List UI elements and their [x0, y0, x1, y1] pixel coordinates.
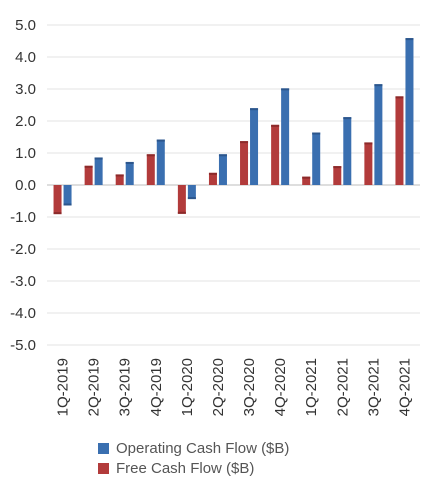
operating-cash-flow-bar-cap — [374, 84, 383, 87]
free-cash-flow-bar — [177, 185, 186, 214]
operating-cash-flow-bar-cap — [156, 139, 165, 142]
operating-cash-flow-bar — [405, 38, 414, 186]
grid-lines — [47, 24, 420, 346]
legend-item-free: Free Cash Flow ($B) — [98, 458, 289, 478]
x-tick-label: 4Q-2019 — [148, 358, 165, 416]
y-tick-label: 4.0 — [15, 49, 36, 66]
free-cash-flow-bar — [395, 96, 404, 185]
operating-cash-flow-bar-cap — [63, 203, 72, 206]
bars — [53, 38, 414, 215]
legend: Operating Cash Flow ($B) Free Cash Flow … — [98, 438, 289, 478]
operating-cash-flow-bar — [187, 185, 196, 200]
free-cash-flow-bar-cap — [177, 211, 186, 214]
operating-cash-flow-bar-cap — [218, 154, 227, 157]
x-tick-label: 4Q-2021 — [396, 358, 413, 416]
free-cash-flow-bar-cap — [302, 176, 311, 179]
free-cash-flow-bar — [333, 166, 342, 185]
operating-cash-flow-bar-cap — [312, 132, 321, 135]
y-tick-label: 3.0 — [15, 81, 36, 98]
free-cash-flow-bar — [53, 185, 62, 215]
y-tick-label: -5.0 — [10, 337, 36, 354]
y-axis-ticks: -5.0 -4.0 -3.0 -2.0 -1.0 0.0 1.0 2.0 3.0 4.0 5.0 — [10, 17, 36, 354]
free-cash-flow-bar-cap — [84, 165, 93, 168]
y-tick-label: 2.0 — [15, 113, 36, 130]
x-tick-label: 2Q-2019 — [86, 358, 103, 416]
free-cash-flow-bar-cap — [271, 124, 280, 127]
operating-cash-flow-bar — [343, 117, 352, 185]
y-tick-label: 5.0 — [15, 17, 36, 34]
legend-item-operating: Operating Cash Flow ($B) — [98, 438, 289, 458]
free-cash-flow-bar-cap — [53, 212, 62, 215]
free-cash-flow-bar-cap — [146, 154, 155, 157]
free-cash-flow-bar — [240, 141, 249, 185]
operating-cash-flow-bar — [63, 185, 72, 206]
operating-cash-flow-bar — [94, 157, 103, 185]
operating-cash-flow-bar — [312, 132, 321, 185]
operating-cash-flow-bar — [156, 139, 165, 185]
legend-swatch-free — [98, 462, 109, 474]
x-tick-label: 1Q-2019 — [55, 358, 72, 416]
x-tick-label: 3Q-2019 — [117, 358, 134, 416]
free-cash-flow-bar — [208, 172, 217, 185]
free-cash-flow-bar-cap — [395, 96, 404, 99]
operating-cash-flow-bar-cap — [281, 88, 290, 91]
free-cash-flow-bar — [364, 142, 373, 185]
operating-cash-flow-bar-cap — [125, 161, 134, 164]
y-tick-label: 1.0 — [15, 145, 36, 162]
free-cash-flow-bar — [115, 174, 124, 185]
free-cash-flow-bar-cap — [364, 142, 373, 145]
x-tick-label: 1Q-2020 — [179, 358, 196, 416]
x-axis-ticks: 1Q-2019 2Q-2019 3Q-2019 4Q-2019 1Q-2020 2Q-20… — [55, 358, 414, 416]
legend-label-free: Free Cash Flow ($B) — [116, 459, 255, 477]
y-tick-label: -1.0 — [10, 209, 36, 226]
operating-cash-flow-bar-cap — [250, 108, 259, 111]
y-tick-label: -3.0 — [10, 273, 36, 290]
free-cash-flow-bar-cap — [240, 141, 249, 144]
x-tick-label: 2Q-2020 — [210, 358, 227, 416]
free-cash-flow-bar — [84, 165, 93, 185]
x-tick-label: 1Q-2021 — [303, 358, 320, 416]
operating-cash-flow-bar — [125, 161, 134, 185]
y-tick-label: 0.0 — [15, 177, 36, 194]
operating-cash-flow-bar — [374, 84, 383, 185]
operating-cash-flow-bar-cap — [94, 157, 103, 160]
operating-cash-flow-bar-cap — [343, 117, 352, 120]
free-cash-flow-bar-cap — [333, 166, 342, 169]
y-tick-label: -4.0 — [10, 305, 36, 322]
x-tick-label: 2Q-2021 — [334, 358, 351, 416]
x-tick-label: 4Q-2020 — [272, 358, 289, 416]
legend-swatch-operating — [98, 442, 109, 454]
free-cash-flow-bar-cap — [208, 172, 217, 175]
operating-cash-flow-bar — [281, 88, 290, 185]
free-cash-flow-bar-cap — [115, 174, 124, 177]
free-cash-flow-bar — [302, 176, 311, 185]
free-cash-flow-bar — [271, 124, 280, 185]
x-tick-label: 3Q-2020 — [241, 358, 258, 416]
operating-cash-flow-bar-cap — [405, 38, 414, 41]
x-tick-label: 3Q-2021 — [365, 358, 382, 416]
operating-cash-flow-bar — [218, 154, 227, 185]
legend-label-operating: Operating Cash Flow ($B) — [116, 439, 290, 457]
y-tick-label: -2.0 — [10, 241, 36, 258]
free-cash-flow-bar — [146, 154, 155, 185]
operating-cash-flow-bar-cap — [187, 197, 196, 200]
operating-cash-flow-bar — [250, 108, 259, 185]
